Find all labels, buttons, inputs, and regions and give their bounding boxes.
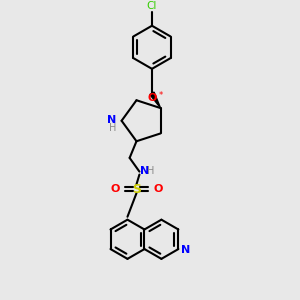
Text: H: H [109, 123, 117, 133]
Polygon shape [150, 92, 160, 108]
Text: N: N [181, 245, 190, 255]
Text: O: O [110, 184, 120, 194]
Text: *: * [159, 91, 163, 100]
Text: S: S [132, 183, 141, 196]
Text: N: N [140, 166, 150, 176]
Text: H: H [147, 166, 155, 176]
Text: Cl: Cl [147, 1, 157, 11]
Text: O: O [147, 93, 157, 103]
Text: O: O [153, 184, 163, 194]
Text: N: N [107, 115, 117, 125]
